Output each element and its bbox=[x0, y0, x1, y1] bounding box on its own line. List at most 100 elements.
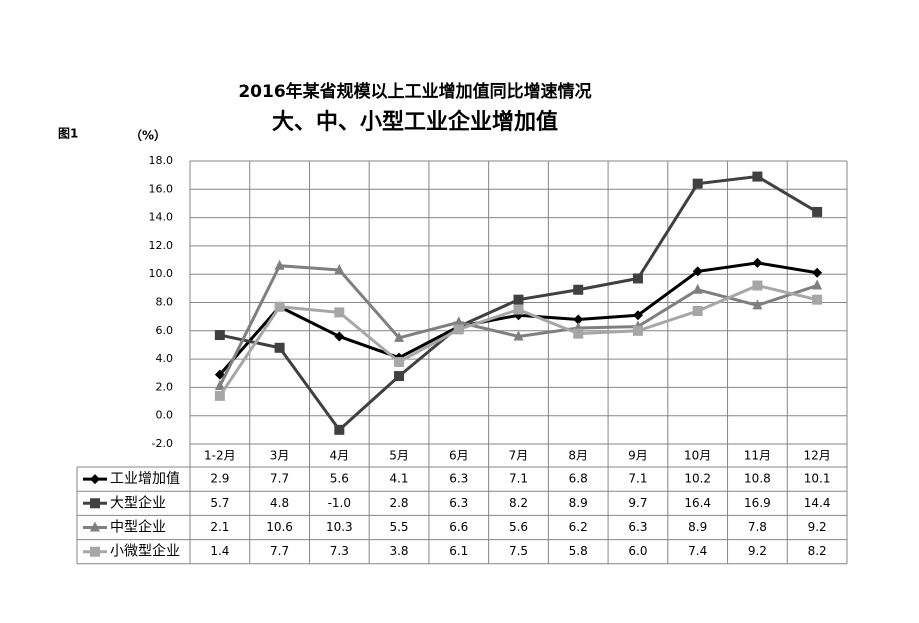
data-point bbox=[573, 314, 584, 325]
table-cell: 5.7 bbox=[210, 496, 229, 510]
x-tick-label: 11月 bbox=[744, 449, 771, 463]
y-tick-label: 14.0 bbox=[149, 211, 174, 224]
y-tick-label: 8.0 bbox=[156, 296, 174, 309]
data-point bbox=[812, 206, 823, 217]
data-point bbox=[214, 379, 225, 390]
x-tick-label: 1-2月 bbox=[204, 449, 236, 463]
table-cell: 7.8 bbox=[748, 520, 767, 534]
legend-label: 大型企业 bbox=[110, 494, 166, 511]
table-cell: 7.7 bbox=[270, 544, 289, 558]
table-cell: 8.9 bbox=[688, 520, 707, 534]
table-cell: 14.4 bbox=[804, 496, 831, 510]
table-cell: 4.1 bbox=[389, 472, 408, 486]
data-point bbox=[214, 390, 225, 401]
data-point bbox=[632, 310, 643, 321]
table-cell: 8.2 bbox=[509, 496, 528, 510]
y-tick-label: 16.0 bbox=[149, 182, 174, 195]
legend-marker bbox=[90, 546, 100, 557]
data-point bbox=[214, 369, 225, 380]
table-cell: 6.6 bbox=[449, 520, 468, 534]
data-point bbox=[453, 324, 464, 335]
data-point bbox=[513, 294, 524, 305]
data-point bbox=[513, 330, 524, 341]
table-cell: 8.9 bbox=[569, 496, 588, 510]
x-tick-label: 8月 bbox=[568, 449, 588, 463]
data-point bbox=[692, 283, 703, 294]
figure-label: 图1 bbox=[58, 127, 78, 141]
table-cell: 7.4 bbox=[688, 544, 707, 558]
table-cell: 10.1 bbox=[804, 472, 831, 486]
data-point bbox=[513, 304, 524, 315]
x-tick-label: 10月 bbox=[684, 449, 711, 463]
table-cell: 7.3 bbox=[330, 544, 349, 558]
data-point bbox=[692, 305, 703, 316]
x-tick-label: 7月 bbox=[509, 449, 529, 463]
table-cell: 6.3 bbox=[449, 496, 468, 510]
table-cell: 6.0 bbox=[628, 544, 647, 558]
data-point bbox=[752, 280, 763, 291]
x-tick-label: 4月 bbox=[329, 449, 349, 463]
legend-marker bbox=[90, 521, 100, 532]
data-point bbox=[812, 267, 823, 278]
table-cell: 6.8 bbox=[569, 472, 588, 486]
table-cell: 7.7 bbox=[270, 472, 289, 486]
x-tick-label: 5月 bbox=[389, 449, 409, 463]
table-cell: 9.2 bbox=[808, 520, 827, 534]
data-point bbox=[334, 424, 345, 435]
data-point bbox=[573, 284, 584, 295]
table-cell: 5.8 bbox=[569, 544, 588, 558]
y-tick-label: 18.0 bbox=[149, 154, 174, 167]
table-cell: 10.3 bbox=[326, 520, 353, 534]
data-point bbox=[334, 331, 345, 342]
y-axis-label: （%） bbox=[130, 128, 166, 143]
y-tick-label: 4.0 bbox=[156, 352, 174, 365]
legend-marker bbox=[90, 498, 100, 509]
table-cell: 9.7 bbox=[628, 496, 647, 510]
data-point bbox=[692, 266, 703, 277]
x-tick-label: 6月 bbox=[449, 449, 469, 463]
table-cell: 9.2 bbox=[748, 544, 767, 558]
data-point bbox=[394, 331, 405, 342]
data-point bbox=[274, 259, 285, 270]
table-cell: 5.5 bbox=[389, 520, 408, 534]
data-point bbox=[752, 171, 763, 182]
table-cell: 6.2 bbox=[569, 520, 588, 534]
y-tick-label: 0.0 bbox=[156, 409, 174, 422]
chart-subtitle: 大、中、小型工业企业增加值 bbox=[272, 109, 558, 135]
data-point bbox=[573, 328, 584, 339]
data-point bbox=[752, 299, 763, 310]
data-point bbox=[692, 178, 703, 189]
table-cell: 16.4 bbox=[684, 496, 711, 510]
table-cell: 2.1 bbox=[210, 520, 229, 534]
table-cell: 4.8 bbox=[270, 496, 289, 510]
legend-label: 工业增加值 bbox=[110, 471, 180, 487]
table-cell: 7.1 bbox=[509, 472, 528, 486]
table-cell: 6.3 bbox=[449, 472, 468, 486]
y-tick-label: 10.0 bbox=[149, 267, 174, 280]
table-cell: 2.8 bbox=[389, 496, 408, 510]
y-tick-label: -2.0 bbox=[152, 437, 173, 450]
data-point bbox=[334, 307, 345, 318]
table-cell: 7.5 bbox=[509, 544, 528, 558]
y-tick-label: 2.0 bbox=[156, 380, 174, 393]
table-cell: -1.0 bbox=[328, 496, 351, 510]
table-cell: 16.9 bbox=[744, 496, 771, 510]
legend-label: 中型企业 bbox=[110, 519, 166, 536]
data-point bbox=[334, 263, 345, 274]
table-cell: 3.8 bbox=[389, 544, 408, 558]
data-point bbox=[394, 356, 405, 367]
x-tick-label: 9月 bbox=[628, 449, 648, 463]
chart-title: 2016年某省规模以上工业增加值同比增速情况 bbox=[238, 81, 591, 102]
data-point bbox=[274, 342, 285, 353]
table-cell: 7.1 bbox=[628, 472, 647, 486]
y-tick-label: 12.0 bbox=[149, 239, 174, 252]
table-cell: 5.6 bbox=[330, 472, 349, 486]
table-cell: 2.9 bbox=[210, 472, 229, 486]
data-point bbox=[632, 273, 643, 284]
table-cell: 1.4 bbox=[210, 544, 229, 558]
table-cell: 6.3 bbox=[628, 520, 647, 534]
table-cell: 10.8 bbox=[744, 472, 771, 486]
data-point bbox=[812, 294, 823, 305]
table-cell: 6.1 bbox=[449, 544, 468, 558]
